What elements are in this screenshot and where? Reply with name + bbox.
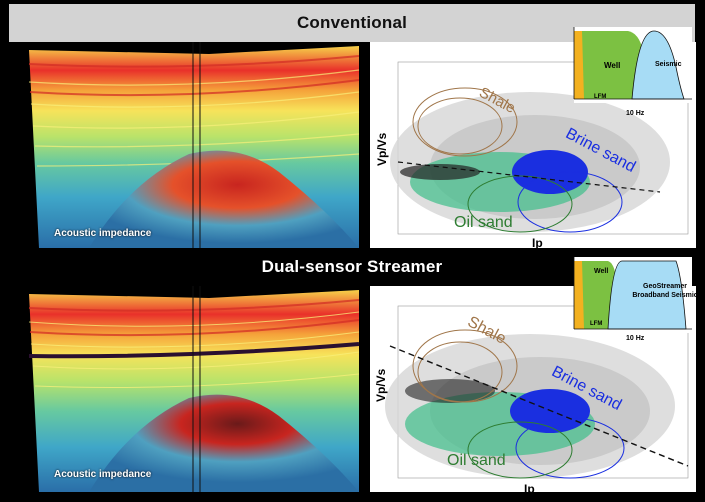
inset-freq-conventional: 10 Hz (626, 110, 645, 117)
inset-lfm-conventional: LFM (594, 94, 607, 100)
label-oil-dual-sensor: Oil sand (447, 452, 506, 469)
label-oil-conventional: Oil sand (454, 214, 513, 231)
crossplot-graphic-dual-sensor (385, 305, 689, 479)
inset-spectrum-conventional (573, 27, 692, 103)
seismic-section-dual-sensor (9, 286, 367, 492)
seismic-caption-conventional: Acoustic impedance (54, 228, 152, 239)
ylabel-conventional: Vp/Vs (375, 132, 389, 166)
inset-freq-dual-sensor: 10 Hz (626, 335, 645, 342)
seismic-section-conventional (9, 42, 367, 248)
section-title-conventional: Conventional (9, 4, 695, 42)
inset-seismic-dual-sensor: GeoStreamer Broadband Seismic (632, 283, 698, 299)
inset-well-conventional: Well (604, 61, 621, 70)
inset-lfm-dual-sensor: LFM (590, 321, 603, 327)
xlabel-dual-sensor: Ip (524, 482, 535, 496)
inset-seismic-conventional: Seismic (655, 61, 682, 68)
crossplot-graphic-conventional (390, 61, 689, 235)
inset-spectrum-dual-sensor (573, 257, 692, 333)
ylabel-dual-sensor: Vp/Vs (374, 368, 388, 402)
xlabel-conventional: Ip (532, 236, 543, 250)
seismic-caption-dual-sensor: Acoustic impedance (54, 469, 152, 480)
inset-well-dual-sensor: Well (594, 268, 609, 275)
